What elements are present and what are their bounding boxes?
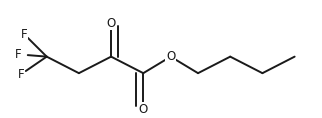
Text: O: O <box>139 103 148 116</box>
Text: F: F <box>14 48 21 61</box>
Text: F: F <box>18 68 24 81</box>
Text: O: O <box>107 17 116 30</box>
Text: O: O <box>166 50 175 63</box>
Text: F: F <box>21 28 27 41</box>
